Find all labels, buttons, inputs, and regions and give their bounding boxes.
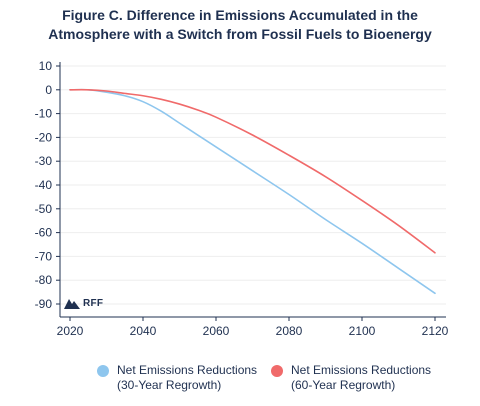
series-line-30-year — [69, 88, 436, 295]
legend-label-30-line1: Net Emissions Reductions — [117, 363, 258, 377]
series-lines — [69, 88, 436, 295]
y-tick-label: -40 — [35, 178, 53, 192]
legend-label-60-line1: Net Emissions Reductions — [291, 363, 432, 377]
legend-item-60-year: Net Emissions Reductions (60-Year Regrow… — [271, 363, 431, 393]
legend-label-30-line2: (30-Year Regrowth) — [117, 378, 222, 392]
x-tick-label: 2020 — [57, 324, 84, 338]
axes: 10 0 -10 -20 -30 -40 -50 -60 -70 -80 -90 2020 2040 20… — [35, 59, 449, 338]
y-tick-label: -70 — [35, 249, 53, 263]
rff-logo: RFF — [64, 297, 103, 309]
chart-title-line-1: Figure C. Difference in Emissions Accumu… — [62, 7, 418, 23]
legend-item-30-year: Net Emissions Reductions (30-Year Regrow… — [97, 363, 257, 393]
chart-title-line-2: Atmosphere with a Switch from Fossil Fue… — [48, 26, 432, 42]
x-tick-label: 2080 — [276, 324, 303, 338]
y-tick-label: -30 — [35, 154, 53, 168]
legend: Net Emissions Reductions (30-Year Regrow… — [0, 363, 480, 403]
mountain-logo-icon — [64, 299, 80, 309]
grid-lines — [60, 65, 446, 305]
logo-text: RFF — [83, 297, 104, 309]
x-tick-label: 2060 — [203, 324, 230, 338]
legend-swatch-60-year — [271, 365, 283, 377]
series-line-60-year — [69, 88, 436, 254]
y-tick-label: 10 — [39, 59, 53, 73]
y-tick-label: -10 — [35, 107, 53, 121]
y-tick-label: 0 — [45, 83, 52, 97]
x-tick-label: 2040 — [130, 324, 157, 338]
legend-label-60-line2: (60-Year Regrowth) — [291, 378, 396, 392]
x-tick-label: 2100 — [349, 324, 376, 338]
y-tick-label: -60 — [35, 226, 53, 240]
chart-title: Figure C. Difference in Emissions Accumu… — [0, 6, 480, 44]
y-tick-label: -80 — [35, 273, 53, 287]
x-tick-label: 2120 — [422, 324, 449, 338]
y-tick-label: -50 — [35, 202, 53, 216]
y-tick-label: -20 — [35, 130, 53, 144]
legend-swatch-30-year — [97, 365, 109, 377]
y-tick-label: -90 — [35, 297, 53, 311]
